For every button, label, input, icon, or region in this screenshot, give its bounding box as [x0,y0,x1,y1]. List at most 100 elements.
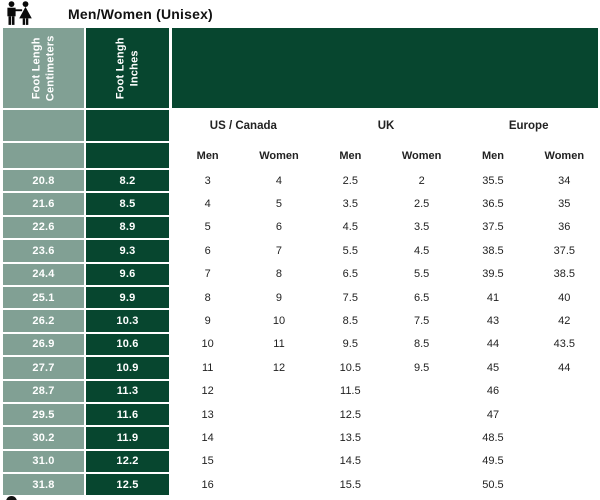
table-row: 23.6 9.3 6 7 5.5 4.5 38.5 37.5 [0,239,600,263]
europe-women-cell: 38.5 [553,268,576,281]
uk-women-cell: 3.5 [414,221,430,234]
uk-men-cell: 10.5 [339,361,362,374]
table-header-row: Foot Lengh Centimeters Foot Lengh Inches [0,27,600,109]
uk-women-cell: 5.5 [414,268,430,281]
foot-length-inches-label: Foot Lengh Inches [114,37,141,99]
uk-women-cell [386,473,457,496]
us-men-cell: 6 [204,244,211,257]
inches-cell: 8.9 [85,215,172,240]
cm-cell: 23.6 [0,239,85,263]
uk-women-header: Women [401,149,442,162]
us-men-cell: 16 [201,478,214,491]
table-row: 25.1 9.9 8 9 7.5 6.5 41 40 [0,285,600,310]
us-women-cell: 4 [275,174,283,187]
inches-cell: 10.6 [85,332,172,357]
us-men-cell: 5 [204,221,211,234]
europe-men-cell: 50.5 [482,478,504,491]
us-women-header: Women [259,149,299,162]
cm-cell: 24.4 [0,262,85,286]
cropped-glyph-artifact [6,496,17,500]
cm-cell: 28.7 [0,379,85,403]
foot-length-inches-header: Foot Lengh Inches [85,27,172,109]
us-women-cell [243,426,314,449]
cm-cell: 31.8 [0,473,85,497]
europe-women-cell [529,473,600,496]
inches-cell: 9.9 [85,285,172,310]
table-row: 28.7 11.3 12 11.5 46 [0,379,600,403]
inches-cell: 11.3 [85,379,172,403]
us-men-cell: 12 [201,385,214,398]
uk-women-cell: 8.5 [414,338,430,351]
europe-women-cell: 44 [558,361,571,374]
us-women-cell [243,380,314,403]
inches-cell: 10.3 [85,309,172,333]
us-women-cell: 12 [272,361,286,374]
uk-men-cell: 7.5 [342,291,358,304]
us-men-cell: 10 [201,338,214,351]
europe-men-cell: 45 [486,361,500,374]
us-men-cell: 14 [201,431,214,444]
cm-cell: 26.9 [0,332,85,357]
page-title: Men/Women (Unisex) [68,6,213,22]
europe-men-cell: 47 [486,408,500,421]
uk-women-cell: 7.5 [414,315,430,328]
inches-cell: 12.2 [85,449,172,474]
cm-cell: 26.2 [0,309,85,333]
us-men-cell: 11 [201,361,214,374]
uk-men-cell: 12.5 [339,408,362,421]
europe-men-cell: 36.5 [482,198,504,211]
table-row: 27.7 10.9 11 12 10.5 9.5 45 44 [0,356,600,380]
inches-cell: 8.2 [85,169,172,193]
us-men-cell: 13 [201,408,214,421]
table-row: 26.9 10.6 10 11 9.5 8.5 44 43.5 [0,332,600,357]
europe-women-cell: 36 [558,221,571,234]
uk-men-cell: 11.5 [340,385,361,398]
table-row: 30.2 11.9 14 13.5 48.5 [0,426,600,450]
uk-men-cell: 2.5 [342,174,358,187]
cm-column-spacer [0,109,85,142]
europe-women-cell: 34 [558,174,571,187]
europe-men-cell: 41 [486,291,500,304]
uk-women-cell [386,403,457,426]
cm-cell: 20.8 [0,169,85,193]
uk-women-cell: 2.5 [414,198,430,211]
foot-length-cm-label: Foot Lengh Centimeters [30,35,57,101]
table-row: 29.5 11.6 13 12.5 47 [0,402,600,427]
region-header-europe: Europe [508,119,549,132]
us-men-cell: 9 [204,315,211,328]
cm-cell: 31.0 [0,449,85,474]
uk-men-cell: 15.5 [339,478,362,491]
europe-men-header: Men [481,149,504,162]
europe-men-cell: 39.5 [482,268,504,281]
europe-men-cell: 38.5 [482,244,504,257]
europe-women-cell [529,380,600,403]
table-row: 20.8 8.2 3 4 2.5 2 35.5 34 [0,169,600,193]
uk-men-cell: 13.5 [339,431,362,444]
us-women-cell: 11 [273,338,285,351]
cm-cell: 22.6 [0,215,85,240]
inches-cell: 10.9 [85,356,172,380]
us-women-cell [243,403,314,426]
us-men-cell: 3 [204,174,211,187]
cm-cell: 29.5 [0,402,85,427]
europe-men-cell: 35.5 [482,174,504,187]
region-header-us-canada: US / Canada [209,119,277,132]
europe-men-cell: 44 [486,338,500,351]
size-conversion-table: Foot Lengh Centimeters Foot Lengh Inches… [0,27,600,500]
uk-women-cell [386,450,457,473]
table-row: 24.4 9.6 7 8 6.5 5.5 39.5 38.5 [0,262,600,286]
table-row: 31.8 12.5 16 15.5 50.5 [0,473,600,497]
uk-men-cell: 8.5 [342,315,358,328]
inches-cell: 11.6 [85,402,172,427]
europe-women-cell [529,426,600,449]
europe-women-cell: 43.5 [553,338,576,351]
uk-men-cell: 3.5 [342,198,358,211]
us-men-cell: 7 [204,268,211,281]
title-bar: Men/Women (Unisex) [0,0,600,27]
uk-women-cell [386,426,457,449]
gender-header-row: Men Women Men Women Men Women [0,142,600,169]
uk-women-cell: 4.5 [414,244,430,257]
inches-cell: 12.5 [85,473,172,497]
cm-cell: 27.7 [0,356,85,380]
inches-cell: 9.6 [85,262,172,286]
